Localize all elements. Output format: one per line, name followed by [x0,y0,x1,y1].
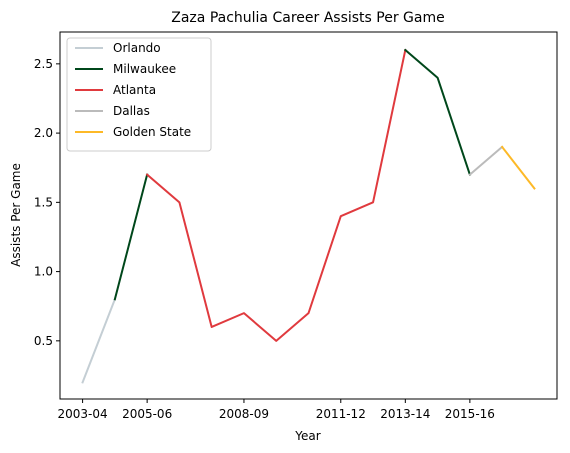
legend: Orlando Milwaukee Atlanta Dallas Golden Stat… [67,38,211,151]
series-line-golden-state-5 [502,147,534,189]
y-tick-label: 2.0 [34,126,53,140]
x-tick-label: 2003-04 [58,407,108,421]
x-axis-ticks: 2003-04 2005-06 2008-09 2011-12 2013-14 2015-… [58,399,495,421]
x-tick-label: 2005-06 [122,407,172,421]
y-tick-label: 2.5 [34,57,53,71]
x-tick-label: 2013-14 [380,407,430,421]
y-tick-label: 1.5 [34,195,53,209]
y-tick-label: 0.5 [34,334,53,348]
legend-label: Dallas [113,104,150,118]
x-axis-label: Year [294,429,320,443]
y-axis-label: Assists Per Game [9,163,23,267]
x-tick-label: 2008-09 [219,407,269,421]
x-tick-label: 2011-12 [316,407,366,421]
series-line-milwaukee-1 [115,175,147,300]
legend-label: Orlando [113,41,161,55]
y-tick-label: 1.0 [34,265,53,279]
x-tick-label: 2015-16 [445,407,495,421]
chart-title: Zaza Pachulia Career Assists Per Game [171,10,444,26]
legend-label: Golden State [113,125,191,139]
series-line-dallas-4 [470,147,502,175]
series-line-orlando-0 [83,299,115,382]
series-line-milwaukee-3 [405,50,470,175]
legend-label: Milwaukee [113,62,176,76]
y-axis-ticks: 0.5 1.0 1.5 2.0 2.5 [34,57,60,348]
legend-label: Atlanta [113,83,156,97]
